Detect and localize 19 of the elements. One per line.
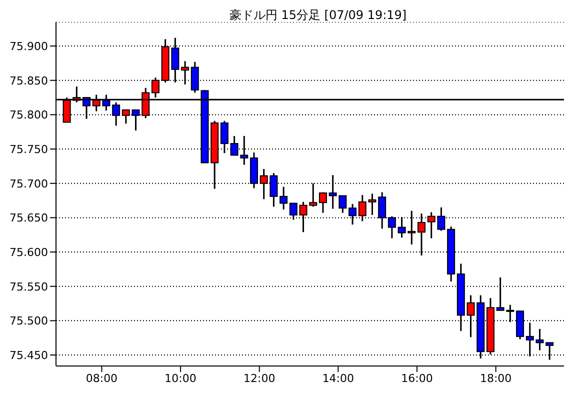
- x-tick-label: 18:00: [480, 372, 512, 385]
- y-tick-label: 75.750: [10, 142, 48, 156]
- x-tick-label: 14:00: [322, 372, 354, 385]
- y-tick-label: 75.700: [10, 177, 48, 190]
- y-tick-label: 75.550: [10, 280, 48, 294]
- x-tick-label: 10:00: [164, 372, 196, 385]
- y-tick-label: 75.850: [10, 74, 48, 88]
- y-tick-label: 75.800: [10, 108, 48, 122]
- x-tick-label: 16:00: [401, 372, 433, 385]
- x-tick-label: 08:00: [86, 372, 118, 385]
- y-tick-label: 75.900: [10, 40, 48, 53]
- y-tick-label: 75.600: [10, 246, 48, 259]
- chart-title: 豪ドル円 15分足 [07/09 19:19]: [228, 8, 408, 22]
- candlestick: [280, 186, 288, 210]
- y-tick-label: 75.650: [10, 212, 48, 225]
- x-tick-label: 12:00: [244, 372, 276, 385]
- y-tick-label: 75.450: [10, 348, 48, 362]
- y-tick-label: 75.500: [10, 314, 48, 328]
- candlestick: [318, 192, 327, 214]
